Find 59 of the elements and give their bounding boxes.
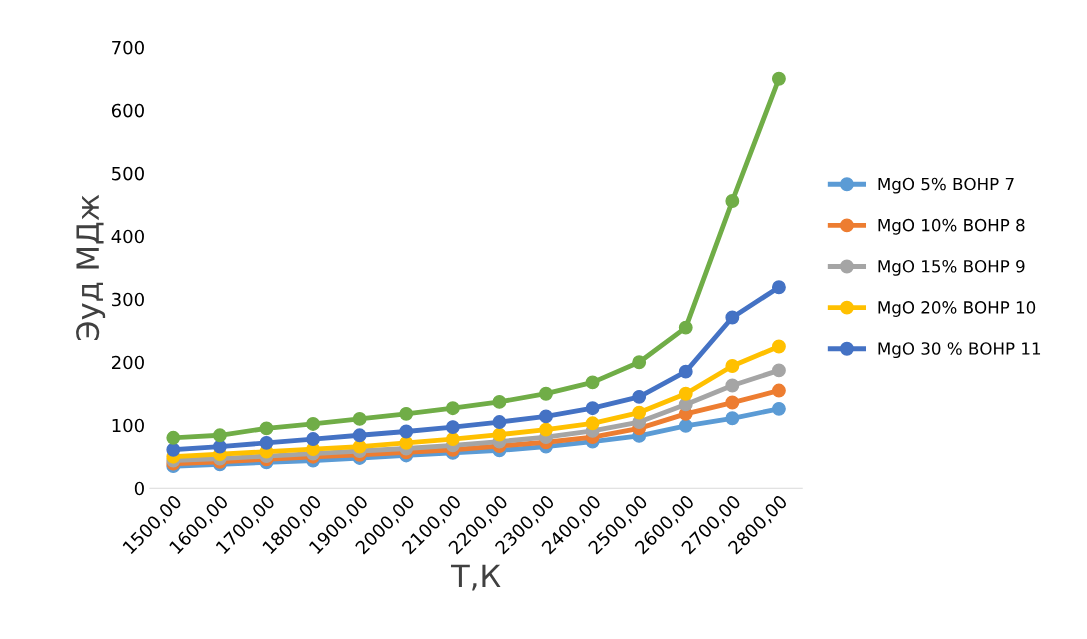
point <box>399 435 414 450</box>
point <box>259 435 274 450</box>
point <box>306 417 321 431</box>
point <box>352 411 367 426</box>
point <box>492 415 507 430</box>
point <box>678 418 693 433</box>
point <box>678 320 693 335</box>
y-tick-label: 400 <box>111 229 144 244</box>
y-tick-label: 300 <box>112 292 144 307</box>
point <box>585 401 600 416</box>
y-tick-label: 500 <box>112 166 144 181</box>
legend-label: MgO 20% ВОНР 10 <box>878 301 1036 317</box>
y-tick-label: 200 <box>112 355 144 370</box>
legend-label: MgO 15% ВОНР 9 <box>878 259 1025 276</box>
y-tick-label: 0 <box>134 481 144 496</box>
point <box>725 310 740 325</box>
point <box>166 442 181 457</box>
point <box>725 194 740 208</box>
y-tick-label: 600 <box>111 103 144 118</box>
point <box>399 424 414 439</box>
point <box>678 386 693 401</box>
point <box>492 427 507 442</box>
point <box>771 401 786 416</box>
point <box>539 409 553 424</box>
legend-label: MgO 30 % ВОНР 11 <box>878 342 1041 359</box>
point <box>725 395 740 410</box>
point <box>771 280 786 295</box>
point <box>771 383 786 398</box>
y-tick-label: 700 <box>112 40 144 55</box>
point <box>771 363 786 378</box>
point <box>445 432 460 447</box>
point <box>352 439 367 454</box>
point <box>725 378 740 393</box>
y-tick-label: 100 <box>112 418 144 433</box>
point <box>306 432 321 447</box>
point <box>492 394 507 409</box>
point <box>445 401 460 416</box>
point <box>771 339 786 354</box>
point <box>166 430 181 445</box>
point <box>585 375 600 390</box>
point <box>539 422 553 437</box>
point <box>352 428 367 443</box>
point <box>678 364 693 379</box>
point <box>445 420 460 435</box>
point <box>585 416 600 431</box>
point <box>771 71 786 86</box>
point <box>632 389 647 404</box>
point <box>212 428 227 443</box>
legend-label: MgO 10% ВОНР 8 <box>878 218 1025 235</box>
point <box>632 405 647 420</box>
point <box>539 386 553 401</box>
point <box>399 406 414 421</box>
x-axis-title: Т,К <box>450 564 501 591</box>
point <box>632 355 647 370</box>
point <box>725 411 740 426</box>
y-axis-title: Эуд МДж <box>76 194 106 341</box>
legend-label: MgO 5% ВОНР 7 <box>878 177 1014 194</box>
point <box>725 359 740 373</box>
point <box>259 421 274 436</box>
